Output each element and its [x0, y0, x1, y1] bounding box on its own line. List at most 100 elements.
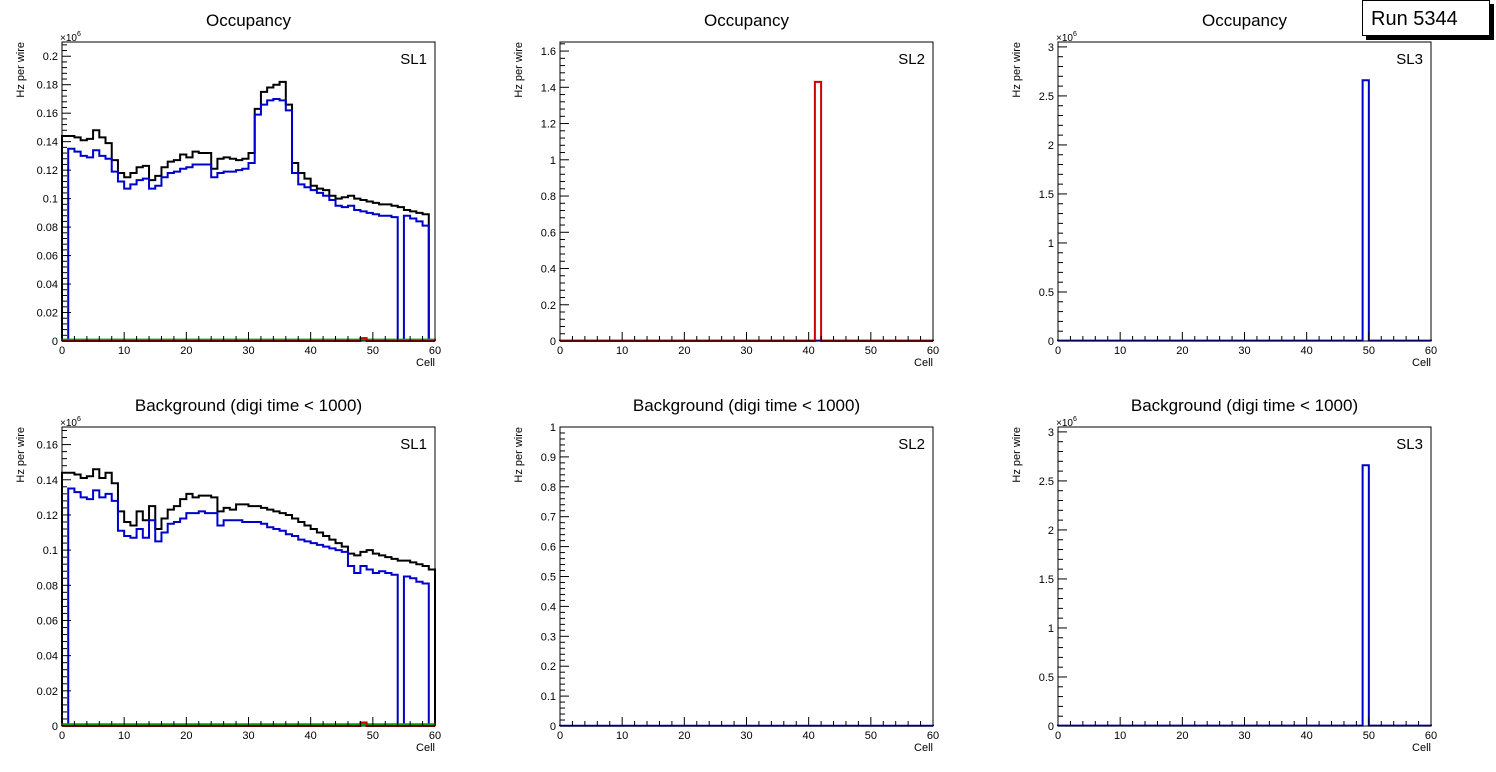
y-tick-label: 1 [550, 422, 556, 434]
x-tick-label: 50 [367, 730, 379, 742]
chart-title: Background (digi time < 1000) [1131, 396, 1358, 415]
x-tick-label: 20 [1176, 345, 1188, 357]
y-tick-label: 0.2 [541, 661, 556, 673]
y-tick-label: 0 [52, 721, 58, 733]
chart-title: Background (digi time < 1000) [633, 396, 860, 415]
y-tick-label: 1 [1048, 238, 1054, 250]
x-tick-label: 50 [865, 730, 877, 742]
x-tick-label: 20 [180, 730, 192, 742]
x-tick-label: 20 [678, 345, 690, 357]
y-tick-label: 0.12 [37, 165, 58, 177]
y-tick-label: 3 [1048, 42, 1054, 54]
y-tick-label: 0.02 [37, 686, 58, 698]
y-tick-label: 1 [550, 155, 556, 167]
superlayer-label: SL1 [400, 436, 427, 453]
chart-panel-1: Occupancy 0 10 20 30 40 50 60 0 0.02 0.04 0.06 0.08 0… [15, 11, 441, 369]
y-tick-label: 1.5 [1039, 189, 1054, 201]
y-tick-label: 1 [1048, 623, 1054, 635]
y-tick-label: 0.4 [541, 601, 556, 613]
y-tick-label: 0.12 [37, 510, 58, 522]
y-tick-label: 0.9 [541, 452, 556, 464]
y-axis-label: Hz per wire [15, 42, 27, 98]
x-tick-label: 10 [118, 730, 130, 742]
y-tick-label: 3 [1048, 427, 1054, 439]
x-tick-label: 30 [740, 730, 752, 742]
x-tick-label: 10 [118, 345, 130, 357]
run-number-label: Run 5344 [1362, 0, 1490, 36]
x-tick-label: 30 [1238, 345, 1250, 357]
chart-panel-3: Occupancy 0 10 20 30 40 50 60 0 0.5 1 1.5 2 2.5 3×106 S… [1011, 11, 1437, 369]
plot-frame [61, 41, 436, 342]
y-axis-label: Hz per wire [1011, 427, 1023, 483]
superlayer-label: SL2 [898, 436, 925, 453]
x-tick-label: 60 [429, 730, 441, 742]
x-tick-label: 50 [865, 345, 877, 357]
y-axis-label: Hz per wire [15, 427, 27, 483]
x-tick-label: 0 [557, 345, 563, 357]
y-tick-label: 0.3 [541, 631, 556, 643]
series-noisy [560, 80, 933, 342]
y-tick-label: 0.8 [541, 482, 556, 494]
x-tick-label: 0 [1055, 730, 1061, 742]
y-axis-exponent: ×106 [60, 31, 81, 44]
y-tick-label: 0.06 [37, 251, 58, 263]
chart-title: Background (digi time < 1000) [135, 396, 362, 415]
y-tick-label: 0.6 [541, 227, 556, 239]
x-tick-label: 40 [305, 730, 317, 742]
plot-frame [61, 426, 436, 727]
x-axis-label: Cell [416, 742, 435, 754]
y-tick-label: 0.1 [43, 194, 58, 206]
chart-title: Occupancy [1202, 11, 1288, 30]
x-tick-label: 0 [59, 730, 65, 742]
x-tick-label: 50 [1363, 730, 1375, 742]
y-tick-label: 2 [1048, 525, 1054, 537]
y-axis-label: Hz per wire [1011, 42, 1023, 98]
plot-frame [1057, 41, 1432, 342]
y-tick-label: 0.5 [1039, 672, 1054, 684]
x-tick-label: 20 [180, 345, 192, 357]
y-tick-label: 0.14 [37, 137, 58, 149]
chart-title: Occupancy [206, 11, 292, 30]
y-tick-label: 0.16 [37, 108, 58, 120]
x-tick-label: 0 [1055, 345, 1061, 357]
y-tick-label: 0.1 [541, 691, 556, 703]
y-tick-label: 0.5 [1039, 287, 1054, 299]
chart-panel-2: Occupancy 0 10 20 30 40 50 60 0 0.2 0.4 0.6 0.8 1 1.2 1… [513, 11, 939, 369]
x-tick-label: 40 [803, 730, 815, 742]
x-tick-label: 50 [1363, 345, 1375, 357]
y-tick-label: 0.18 [37, 80, 58, 92]
chart-panel-6: Background (digi time < 1000)0 10 20 30 40 50… [1011, 396, 1437, 754]
x-tick-label: 60 [1425, 345, 1437, 357]
series-layer [62, 487, 435, 727]
y-tick-label: 1.5 [1039, 574, 1054, 586]
y-tick-label: 1.2 [541, 119, 556, 131]
y-tick-label: 0.08 [37, 222, 58, 234]
x-tick-label: 20 [1176, 730, 1188, 742]
superlayer-label: SL3 [1396, 51, 1423, 68]
plot-frame [559, 41, 934, 342]
y-tick-label: 2.5 [1039, 91, 1054, 103]
x-axis-label: Cell [1412, 357, 1431, 369]
y-tick-label: 1.6 [541, 46, 556, 58]
x-tick-label: 10 [1114, 345, 1126, 357]
x-tick-label: 10 [1114, 730, 1126, 742]
y-tick-label: 2.5 [1039, 476, 1054, 488]
series-layer [1057, 464, 1432, 727]
y-axis-exponent: ×106 [60, 416, 81, 429]
x-axis-label: Cell [914, 357, 933, 369]
y-tick-label: 0.2 [541, 300, 556, 312]
y-tick-label: 0.08 [37, 580, 58, 592]
x-tick-label: 10 [616, 730, 628, 742]
y-tick-label: 2 [1048, 140, 1054, 152]
y-axis-label: Hz per wire [513, 427, 525, 483]
x-axis-label: Cell [416, 357, 435, 369]
series-layer [1057, 79, 1432, 342]
y-axis-exponent: ×106 [1056, 31, 1077, 44]
chart-title: Occupancy [704, 11, 790, 30]
y-tick-label: 0.14 [37, 475, 58, 487]
y-tick-label: 0.04 [37, 279, 58, 291]
y-tick-label: 0.04 [37, 651, 58, 663]
x-tick-label: 40 [1301, 730, 1313, 742]
x-tick-label: 30 [740, 345, 752, 357]
